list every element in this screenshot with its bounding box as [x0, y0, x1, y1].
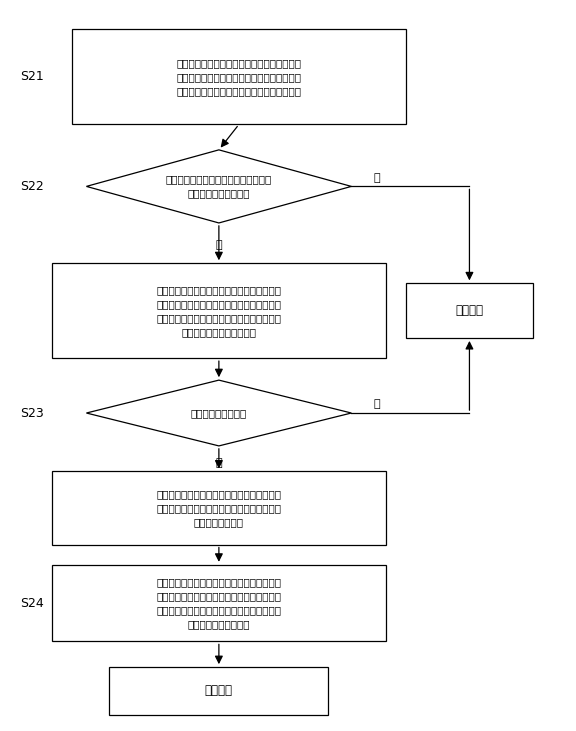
Bar: [52, 263, 386, 358]
Text: 云安全认证服务器收到节点注册请求，
判断用户是否为管理员: 云安全认证服务器收到节点注册请求， 判断用户是否为管理员: [166, 175, 272, 198]
Bar: [406, 284, 533, 338]
Text: 云控制服务器获取待注册节点控制服务器的主
机名、地址以及配置信息，并记录到云控制服
务器的配置文件中: 云控制服务器获取待注册节点控制服务器的主 机名、地址以及配置信息，并记录到云控制…: [156, 489, 282, 527]
Text: S23: S23: [20, 406, 44, 420]
Text: 注册失败: 注册失败: [456, 304, 483, 317]
Text: S21: S21: [20, 70, 44, 83]
Text: 云安全认证服务器、云控制服务器、待注册节
点控制服务器基于网络安全认证数据，调用内
置算法以及管理员密钥数据进行网络安全认证
，验证云系统网络是否安全: 云安全认证服务器、云控制服务器、待注册节 点控制服务器基于网络安全认证数据，调用…: [156, 284, 282, 337]
Text: 注册成功: 注册成功: [205, 684, 233, 697]
Text: 云控制服务器向待注册节点控制服务器所属的
集群控制服务器发送待注册节点控制服务器的
主机名、地址以及配置信息，并记录到集群控
制服务器的配置文件中: 云控制服务器向待注册节点控制服务器所属的 集群控制服务器发送待注册节点控制服务器…: [156, 577, 282, 629]
Bar: [109, 667, 328, 715]
Text: 是: 是: [215, 458, 222, 468]
Text: S22: S22: [20, 180, 44, 193]
Text: 否: 否: [374, 399, 381, 409]
Text: 是: 是: [215, 240, 222, 250]
Text: 云控制接收节点注册请求，获得待注册节点控
制服务器的网络安全认证数据，将节点注册请
求和网络安全认证数据转发云安全认证服务器: 云控制接收节点注册请求，获得待注册节点控 制服务器的网络安全认证数据，将节点注册…: [176, 58, 302, 96]
Bar: [72, 29, 406, 124]
Bar: [52, 564, 386, 642]
Text: 否: 否: [374, 173, 381, 183]
Text: 云系统网络是否安全: 云系统网络是否安全: [191, 408, 247, 418]
Polygon shape: [86, 150, 351, 223]
Text: S24: S24: [20, 596, 44, 610]
Polygon shape: [86, 380, 351, 446]
Bar: [52, 471, 386, 545]
